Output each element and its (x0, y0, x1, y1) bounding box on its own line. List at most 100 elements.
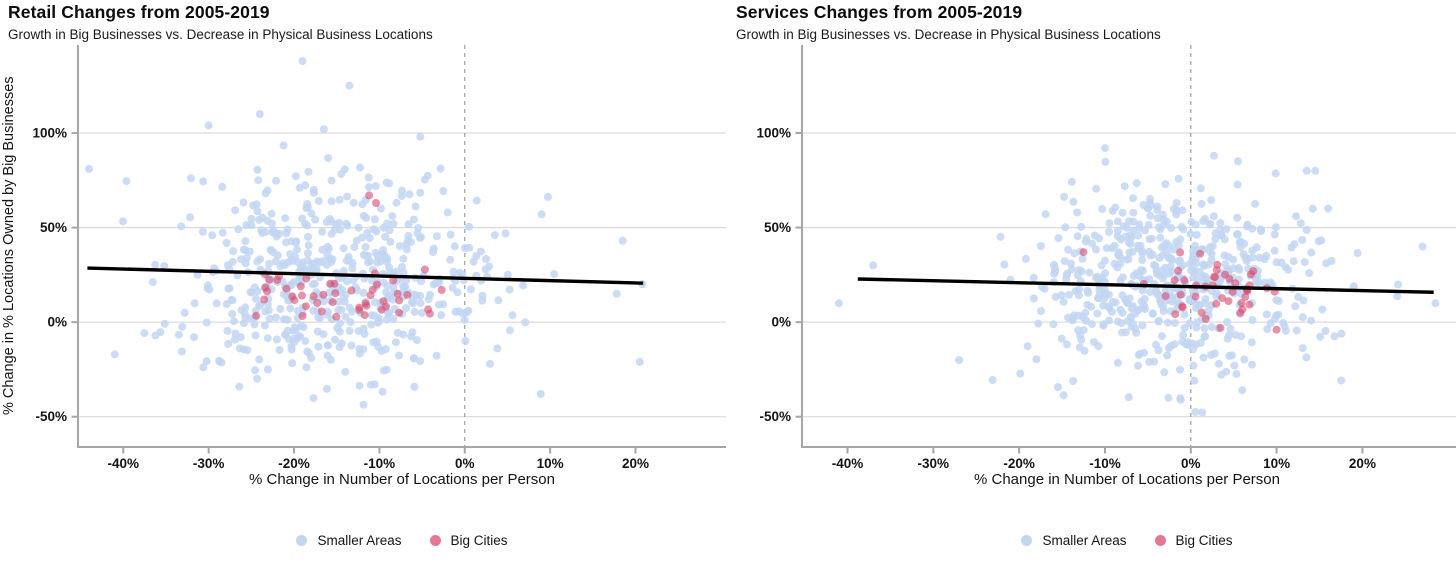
scatter-point (340, 165, 349, 174)
scatter-point (186, 174, 195, 183)
scatter-point (203, 281, 212, 290)
scatter-point (1120, 182, 1129, 191)
scatter-point (322, 384, 331, 393)
scatter-point (1298, 313, 1307, 322)
scatter-point (1243, 222, 1252, 231)
scatter-point (1139, 301, 1148, 310)
scatter-point (303, 256, 312, 265)
scatter-point (1418, 242, 1427, 251)
scatter-point (1212, 299, 1221, 308)
scatter-point (1317, 236, 1326, 245)
scatter-point (402, 245, 411, 254)
scatter-point (1085, 268, 1094, 277)
scatter-point (234, 225, 243, 234)
scatter-point (327, 176, 336, 185)
scatter-point (253, 165, 262, 174)
scatter-point (1305, 269, 1314, 278)
scatter-point (446, 255, 455, 264)
scatter-point (1125, 217, 1133, 226)
scatter-point (1082, 316, 1091, 325)
scatter-point (1174, 241, 1183, 250)
scatter-point (407, 332, 416, 341)
scatter-point (1277, 258, 1286, 267)
scatter-point (190, 299, 199, 308)
scatter-point (521, 318, 530, 327)
scatter-point (208, 231, 217, 240)
scatter-point (227, 295, 236, 304)
scatter-point (382, 315, 391, 324)
x-tick-label: 0% (1181, 456, 1201, 471)
scatter-point (382, 178, 391, 187)
scatter-point (268, 219, 276, 228)
scatter-point (1211, 273, 1219, 282)
legend-item-big-cities: Big Cities (1154, 533, 1233, 548)
scatter-point (281, 214, 290, 223)
scatter-point (420, 175, 429, 184)
scatter-point (1113, 358, 1122, 367)
scatter-point (409, 354, 418, 363)
scatter-point (1292, 212, 1300, 221)
scatter-point (506, 326, 514, 335)
scatter-point (239, 198, 248, 207)
scatter-point (1122, 223, 1131, 232)
scatter-point (1077, 335, 1086, 344)
scatter-point (275, 346, 284, 354)
scatter-point (1057, 334, 1066, 343)
scatter-point (1321, 327, 1330, 335)
y-tick-label: 50% (40, 220, 67, 235)
scatter-point (265, 275, 274, 284)
scatter-point (1270, 315, 1279, 324)
scatter-point (1148, 309, 1157, 318)
scatter-point (1057, 291, 1066, 300)
scatter-point (1165, 269, 1174, 278)
scatter-point (215, 356, 224, 365)
scatter-point (1196, 249, 1205, 258)
scatter-point (1330, 332, 1339, 341)
scatter-point (1166, 262, 1175, 271)
scatter-point (1212, 266, 1221, 275)
scatter-point (250, 283, 259, 292)
scatter-point (272, 232, 281, 241)
smaller-areas-swatch-icon (296, 534, 308, 546)
scatter-point (316, 258, 324, 267)
scatter-point (241, 246, 250, 255)
scatter-point (398, 186, 407, 195)
scatter-point (356, 163, 365, 172)
scatter-point (255, 355, 264, 364)
scatter-point (416, 357, 425, 366)
scatter-point (1023, 342, 1032, 351)
scatter-point (254, 176, 263, 185)
legend-item-big-cities: Big Cities (429, 533, 508, 548)
scatter-point (186, 213, 195, 222)
scatter-point (1255, 253, 1264, 262)
scatter-point (199, 363, 208, 372)
scatter-point (365, 191, 374, 200)
scatter-point (436, 164, 445, 173)
scatter-point (1251, 199, 1260, 208)
scatter-point (1307, 316, 1316, 325)
scatter-point (1185, 319, 1194, 328)
scatter-point (1207, 350, 1216, 359)
scatter-point (1180, 310, 1189, 319)
scatter-point (1248, 316, 1257, 324)
chart-subtitle: Growth in Big Businesses vs. Decrease in… (736, 27, 1161, 42)
scatter-point (366, 291, 375, 300)
scatter-point (432, 351, 441, 360)
scatter-point (1029, 294, 1038, 303)
scatter-point (432, 232, 441, 241)
scatter-point (360, 311, 369, 320)
scatter-point (1199, 260, 1208, 269)
scatter-point (1099, 320, 1108, 329)
scatter-point (229, 247, 238, 256)
scatter-point (1164, 393, 1173, 402)
scatter-point (1287, 243, 1296, 252)
scatter-point (265, 259, 274, 268)
scatter-point (1211, 229, 1220, 238)
scatter-point (235, 382, 244, 391)
scatter-point (1059, 391, 1068, 400)
scatter-point (1291, 302, 1300, 311)
scatter-point (223, 326, 232, 335)
scatter-point (218, 228, 227, 237)
x-tick-label: 10% (537, 456, 564, 471)
scatter-point (1179, 331, 1188, 340)
